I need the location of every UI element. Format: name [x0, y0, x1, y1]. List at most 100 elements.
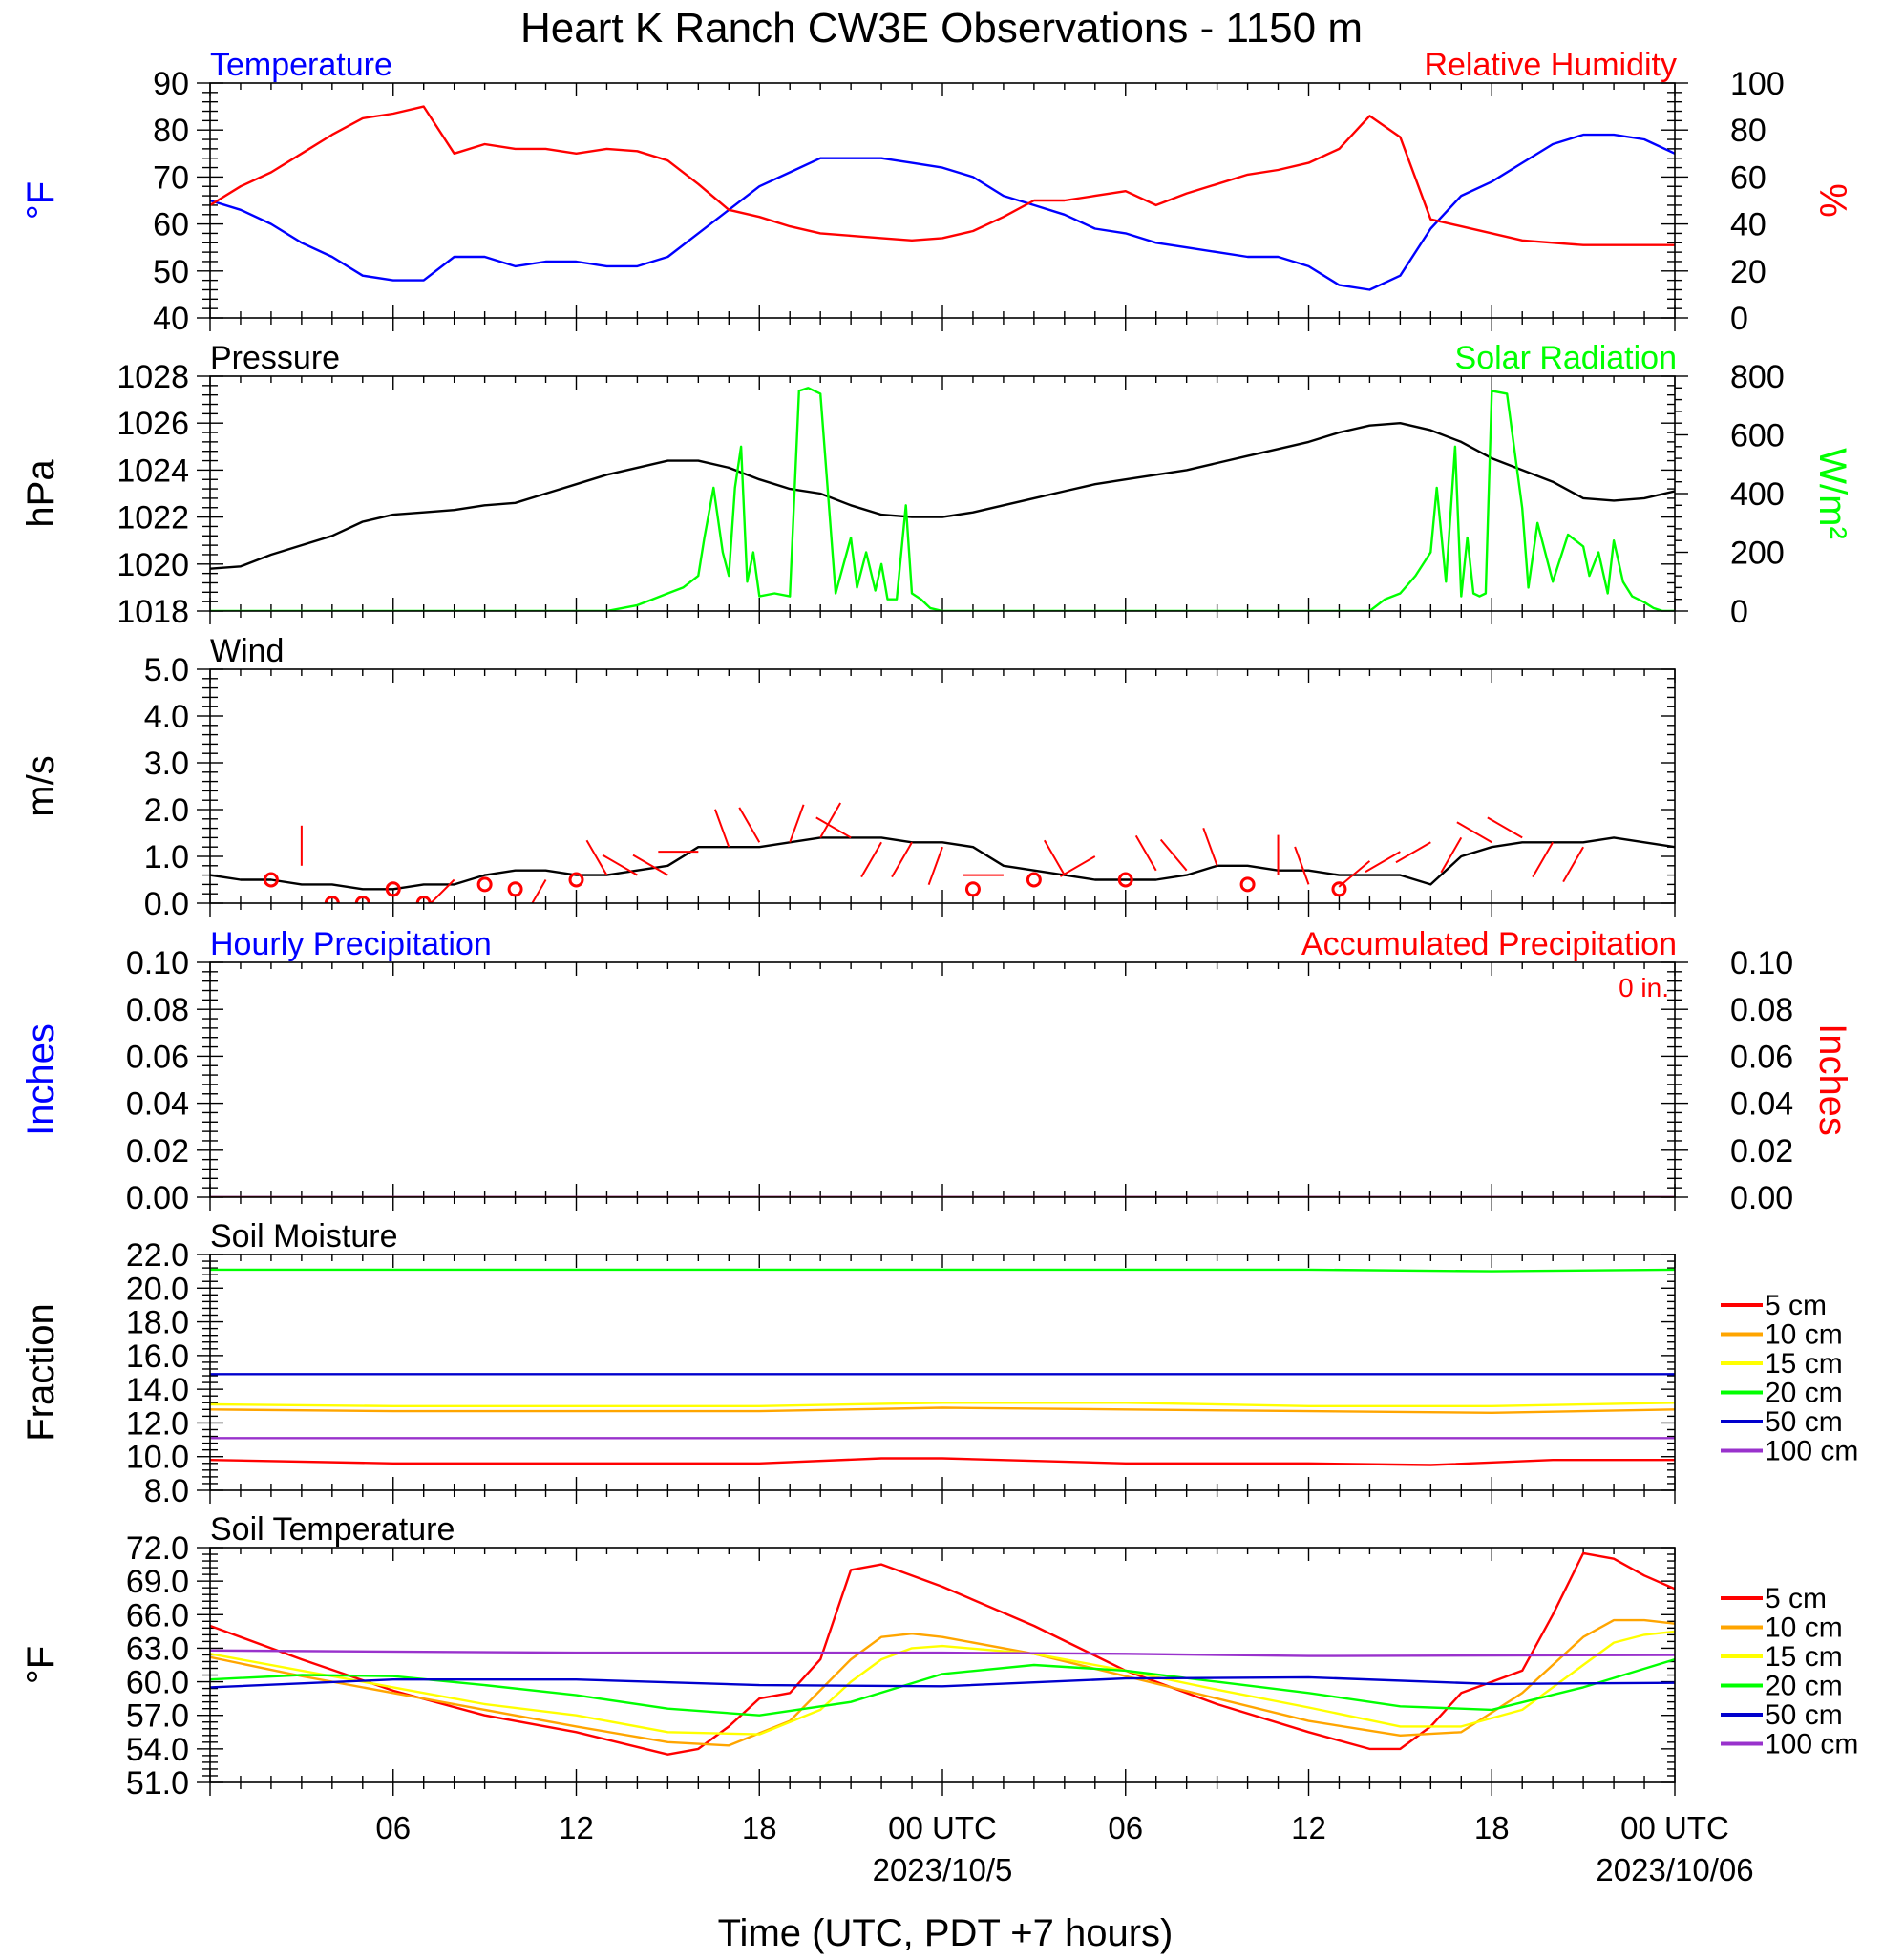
wind-calm-marker [1117, 872, 1133, 888]
panels-group: 40 50 60 70 80 90 0 20 40 60 80 100 Temperature Relat… [20, 47, 1858, 1802]
panel-title-right: Accumulated Precipitation [1301, 926, 1677, 962]
y-tick-label-left: 2.0 [144, 792, 189, 829]
y-tick-label-left: 12.0 [126, 1405, 189, 1442]
wind-calm-marker [1239, 876, 1256, 893]
y-tick-label-right: 400 [1730, 476, 1785, 513]
panel-title-right: Solar Radiation [1455, 340, 1677, 376]
series-line-100-cm [210, 1649, 1675, 1657]
wind-barb [738, 807, 761, 843]
y-tick-label-left: 3.0 [144, 746, 189, 782]
panel-title-left: Soil Moisture [210, 1218, 398, 1254]
y-tick-label-right: 0.04 [1730, 1086, 1793, 1123]
y-tick-label-left: 50 [153, 254, 189, 290]
series-group [210, 802, 1675, 903]
y-tick-label-right: 600 [1730, 418, 1785, 454]
y-tick-label-left: 69.0 [126, 1564, 189, 1600]
wind-calm-marker [476, 876, 493, 893]
wind-calm-marker [263, 872, 279, 888]
series-line-5-cm [210, 1457, 1675, 1466]
chart-title: Heart K Ranch CW3E Observations - 1150 m [520, 5, 1363, 52]
y-tick-label-left: 60.0 [126, 1665, 189, 1701]
y-tick-label-left: 70 [153, 159, 189, 196]
wind-calm-marker [324, 896, 340, 903]
series-line-20-cm [210, 1268, 1675, 1273]
y-tick-label-left: 5.0 [144, 652, 189, 688]
x-tick-label: 12 [1291, 1810, 1326, 1845]
x-axis-label: Time (UTC, PDT +7 hours) [718, 1912, 1174, 1954]
wind-calm-marker [507, 881, 523, 897]
y-tick-label-right: 800 [1730, 359, 1785, 395]
y-tick-label-left: 51.0 [126, 1765, 189, 1802]
wind-calm-marker [354, 896, 370, 903]
y-tick-label-left: 16.0 [126, 1338, 189, 1375]
wind-barb [1487, 816, 1523, 839]
y-tick-label-left: 20.0 [126, 1271, 189, 1307]
y-axis-label-left: °F [20, 181, 62, 220]
series-group [210, 387, 1675, 611]
x-tick-label: 18 [1474, 1810, 1510, 1845]
y-tick-label-left: 0.06 [126, 1039, 189, 1075]
y-tick-label-left: 63.0 [126, 1631, 189, 1667]
wind-barb [602, 854, 638, 876]
legend-label: 50 cm [1765, 1406, 1843, 1438]
wind-calm-marker [415, 896, 432, 903]
series-line-solar-radiation [210, 387, 1675, 611]
y-tick-label-right: 0 [1730, 594, 1748, 630]
wind-barb [1202, 827, 1218, 867]
y-tick-label-left: 4.0 [144, 699, 189, 735]
y-tick-label-left: 18.0 [126, 1305, 189, 1341]
panel-title-left: Temperature [210, 47, 392, 83]
y-axis-label-right: Inches [1811, 1023, 1853, 1136]
wind-barb [927, 846, 943, 886]
wind-barb [1159, 838, 1188, 872]
y-axis-label-right: % [1811, 183, 1853, 218]
series-line-20-cm [210, 1657, 1675, 1717]
wind-barb [1134, 834, 1157, 872]
series-line-15-cm [210, 1402, 1675, 1408]
y-tick-label-left: 90 [153, 66, 189, 102]
y-tick-label-left: 80 [153, 113, 189, 149]
y-tick-label-left: 0.02 [126, 1133, 189, 1170]
series-line-5-cm [210, 1551, 1675, 1756]
y-tick-label-left: 1022 [116, 500, 189, 537]
y-tick-label-right: 100 [1730, 66, 1785, 102]
y-tick-label-right: 40 [1730, 207, 1767, 243]
wind-barb [585, 839, 608, 876]
panel-annotation: 0 in. [1619, 973, 1669, 1002]
y-tick-label-right: 0.06 [1730, 1039, 1793, 1075]
y-tick-label-left: 10.0 [126, 1440, 189, 1476]
x-axis: 06 12 18 00 UTC 06 12 18 00 UTC 2023/10/5 2023/10… [375, 1810, 1753, 1887]
y-tick-label-right: 0.10 [1730, 945, 1793, 981]
panel-1: 40 50 60 70 80 90 0 20 40 60 80 100 Temperature Relat… [20, 47, 1853, 337]
legend-label: 10 cm [1765, 1612, 1843, 1644]
wind-barb [815, 816, 852, 839]
y-tick-label-left: 1024 [116, 453, 189, 489]
y-axis-label-left: °F [20, 1646, 62, 1684]
y-axis-label-right: W/m² [1811, 448, 1853, 539]
wind-barb [819, 802, 842, 838]
y-tick-label-left: 8.0 [144, 1473, 189, 1509]
y-tick-label-right: 60 [1730, 159, 1767, 196]
wind-barb [789, 804, 805, 843]
y-tick-label-left: 1026 [116, 406, 189, 442]
legend-label: 20 cm [1765, 1671, 1843, 1702]
panel-5: 8.010.012.014.016.018.020.022.0 Soil Mois… [20, 1218, 1858, 1509]
panel-2: 1018 1020 1022 1024 1026 1028 0 200 400 600 800 Pre… [20, 340, 1853, 630]
y-tick-label-left: 60 [153, 207, 189, 243]
series-line-10-cm [210, 1406, 1675, 1415]
wind-barb [1294, 846, 1310, 885]
wind-calm-marker [964, 881, 981, 897]
legend-label: 10 cm [1765, 1319, 1843, 1351]
series-line-15-cm [210, 1630, 1675, 1736]
y-tick-label-left: 40 [153, 301, 189, 337]
panel-6: 51.054.057.060.063.066.069.072.0 Soil Tem… [20, 1511, 1858, 1802]
panel-frame [209, 1254, 1676, 1491]
y-tick-label-left: 1020 [116, 547, 189, 583]
series-line-10-cm [210, 1618, 1675, 1747]
wind-barb [429, 878, 455, 903]
wind-barb [860, 841, 882, 878]
panel-title-left: Wind [210, 633, 284, 669]
y-axis-label-left: Inches [20, 1023, 62, 1136]
